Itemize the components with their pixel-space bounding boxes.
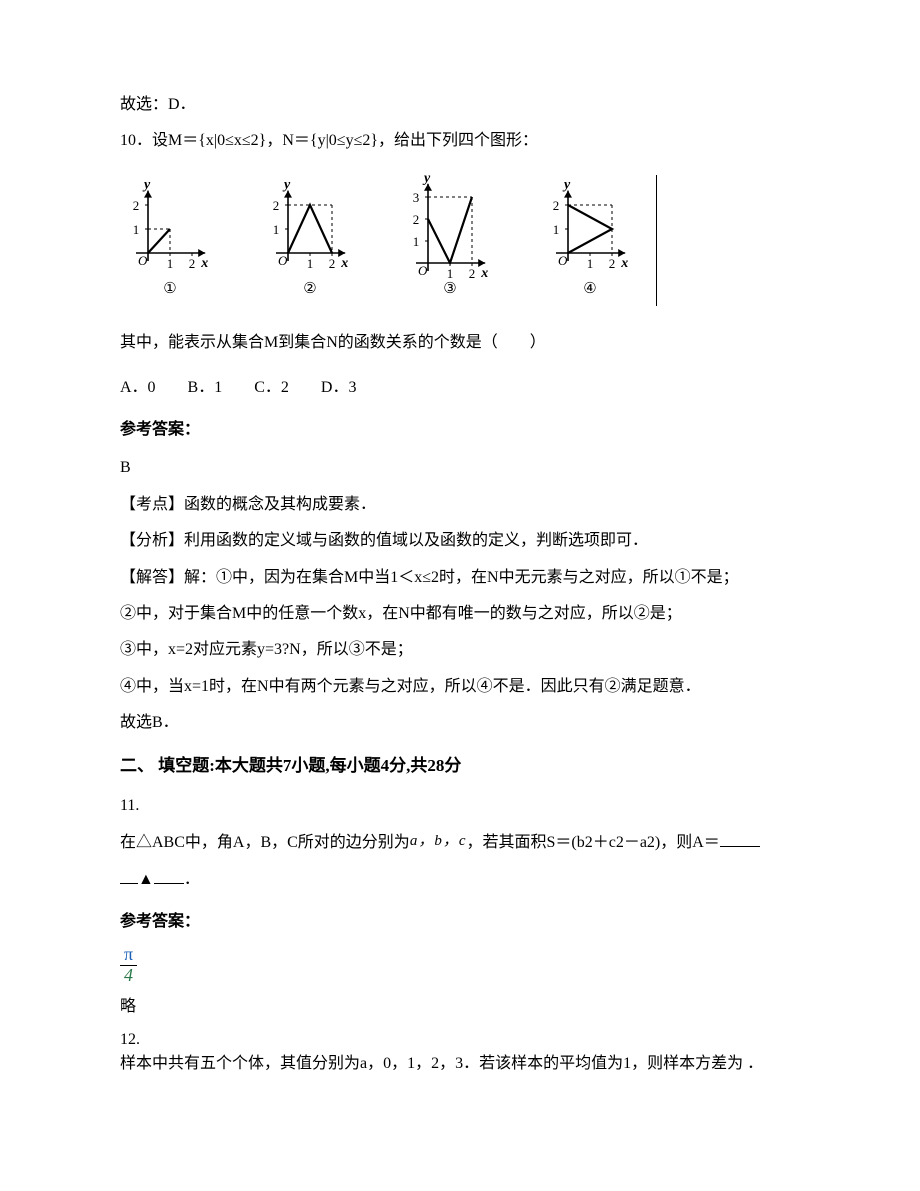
- svg-text:①: ①: [163, 281, 176, 295]
- svg-text:③: ③: [443, 281, 456, 295]
- q10-answer: B: [120, 453, 800, 483]
- q11-lue: 略: [120, 992, 800, 1022]
- svg-text:1: 1: [133, 222, 140, 237]
- svg-text:④: ④: [583, 281, 596, 295]
- q12-body: 样本中共有五个个体，其值分别为a，0，1，2，3．若该样本的平均值为1，则样本方…: [120, 1055, 763, 1072]
- q10-jd1: 【解答】解：①中，因为在集合M中当1＜x≤2时，在N中无元素与之对应，所以①不是…: [120, 563, 800, 593]
- blank-triangle: ▲: [138, 865, 154, 895]
- q10-tail: 其中，能表示从集合M到集合N的函数关系的个数是（ ）: [120, 328, 800, 358]
- fig-3: Oxy12312③: [400, 175, 510, 306]
- svg-text:3: 3: [413, 190, 420, 205]
- svg-text:x: x: [480, 266, 488, 281]
- svg-text:2: 2: [189, 256, 196, 271]
- svg-text:y: y: [562, 177, 571, 192]
- svg-text:2: 2: [553, 198, 560, 213]
- q11-p1: 在△ABC中，角A，B，C所对的边分别为: [120, 834, 410, 851]
- svg-text:1: 1: [587, 256, 594, 271]
- svg-text:y: y: [142, 177, 151, 192]
- fig-1: Oxy1212①: [120, 175, 230, 306]
- svg-text:2: 2: [273, 198, 280, 213]
- q10-jd5: 故选B．: [120, 708, 800, 738]
- q10-jd2: ②中，对于集合M中的任意一个数x，在N中都有唯一的数与之对应，所以②是；: [120, 599, 800, 629]
- frac-num: π: [120, 945, 137, 966]
- svg-text:②: ②: [303, 281, 316, 295]
- section-2-head: 二、 填空题:本大题共7小题,每小题4分,共28分: [120, 750, 800, 782]
- blank-left: [120, 868, 138, 884]
- q10-fenxi: 【分析】利用函数的定义域与函数的值域以及函数的定义，判断选项即可．: [120, 526, 800, 556]
- q10-stem: 10．设M＝{x|0≤x≤2}，N＝{y|0≤y≤2}，给出下列四个图形：: [120, 126, 800, 156]
- q10-jd4: ④中，当x=1时，在N中有两个元素与之对应，所以④不是．因此只有②满足题意．: [120, 672, 800, 702]
- svg-text:O: O: [558, 253, 568, 268]
- svg-text:2: 2: [413, 212, 420, 227]
- svg-text:1: 1: [553, 222, 560, 237]
- q11-dot: ．: [184, 871, 200, 888]
- blank-before: [720, 831, 760, 847]
- q10-ref-head: 参考答案：: [120, 415, 800, 445]
- q12: 12. 样本中共有五个个体，其值分别为a，0，1，2，3．若该样本的平均值为1，…: [120, 1028, 800, 1076]
- q11-body: 在△ABC中，角A，B，C所对的边分别为a，b，c，若其面积S＝(b2＋c2－a…: [120, 827, 800, 858]
- fig-4: Oxy1212④: [540, 175, 650, 306]
- q11-ref-head: 参考答案：: [120, 907, 800, 937]
- pi-over-4: π 4: [120, 945, 137, 986]
- q11-blank-row: ▲．: [120, 865, 800, 895]
- q10-jd3: ③中，x=2对应元素y=3?N，所以③不是；: [120, 635, 800, 665]
- svg-text:2: 2: [469, 266, 476, 281]
- svg-text:O: O: [418, 263, 428, 278]
- svg-text:2: 2: [329, 256, 336, 271]
- svg-text:1: 1: [307, 256, 314, 271]
- frac-den: 4: [120, 966, 137, 986]
- q11-p2: ，若其面积S＝(b2＋c2－a2)，则A＝: [466, 834, 719, 851]
- pre-l1: 故选：D．: [120, 90, 800, 120]
- svg-text:1: 1: [447, 266, 454, 281]
- svg-text:1: 1: [167, 256, 174, 271]
- q11-answer-frac: π 4: [120, 945, 800, 986]
- svg-text:1: 1: [413, 234, 420, 249]
- abc-inline: a，b，c: [410, 827, 467, 856]
- blank-right: [154, 868, 184, 884]
- svg-text:x: x: [620, 256, 628, 271]
- figures-row: Oxy1212① Oxy1212② Oxy12312③ Oxy1212④: [120, 175, 657, 306]
- svg-text:x: x: [200, 256, 208, 271]
- svg-text:y: y: [282, 177, 291, 192]
- svg-text:x: x: [340, 256, 348, 271]
- fig-2: Oxy1212②: [260, 175, 370, 306]
- svg-text:y: y: [422, 175, 431, 186]
- svg-text:2: 2: [609, 256, 616, 271]
- q10-kaodian: 【考点】函数的概念及其构成要素．: [120, 490, 800, 520]
- q10-options: A．0 B．1 C．2 D．3: [120, 373, 800, 403]
- q11-num: 11.: [120, 791, 800, 821]
- q12-num: 12.: [120, 1031, 140, 1048]
- svg-text:O: O: [138, 253, 148, 268]
- svg-text:1: 1: [273, 222, 280, 237]
- svg-text:O: O: [278, 253, 288, 268]
- svg-text:2: 2: [133, 198, 140, 213]
